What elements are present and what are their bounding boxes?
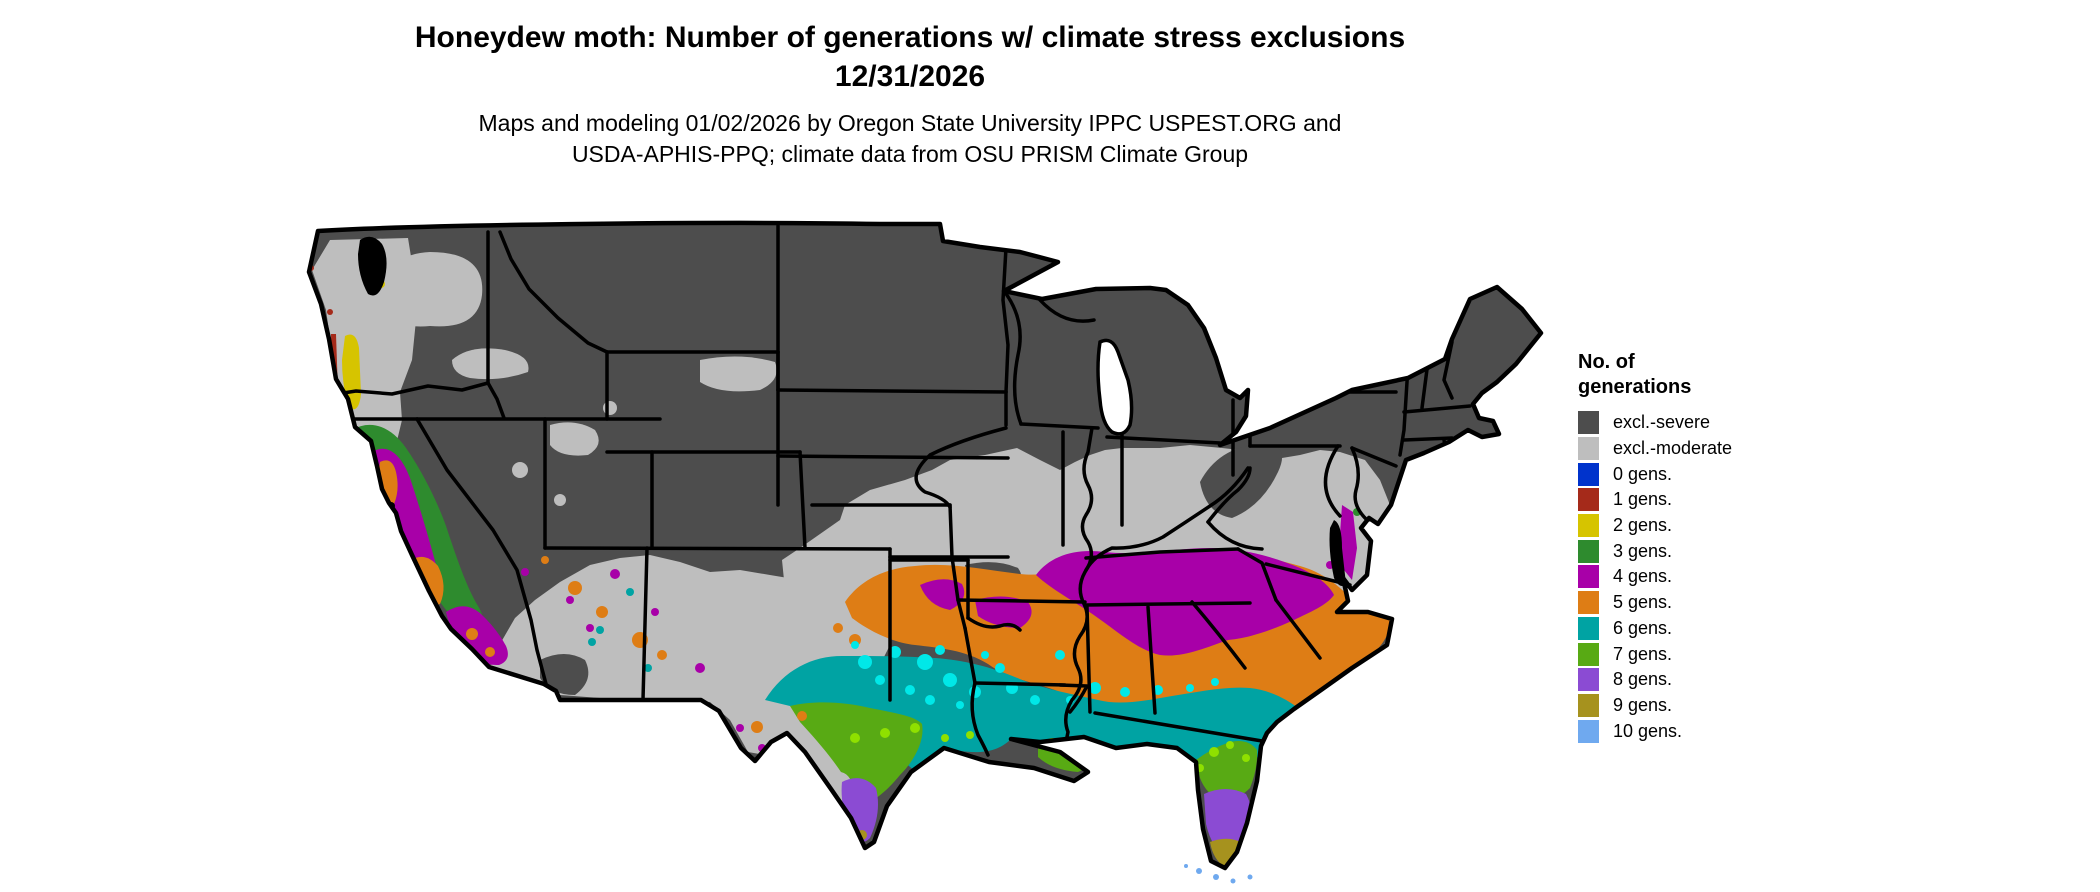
legend-label: 4 gens. [1613, 566, 1673, 587]
legend-swatch [1578, 719, 1599, 743]
legend-item: 1 gens. [1578, 487, 1818, 513]
legend-item: 0 gens. [1578, 461, 1818, 487]
legend-label: 1 gens. [1613, 489, 1673, 510]
state-borders [316, 224, 1472, 757]
legend-item: 9 gens. [1578, 693, 1818, 719]
map-layer-band-4gens [920, 548, 1334, 656]
legend-swatch [1578, 591, 1599, 615]
us-outline [306, 220, 1544, 871]
legend-item: 7 gens. [1578, 641, 1818, 667]
legend-item: excl.-moderate [1578, 436, 1818, 462]
map-layer-moderate-columbia-basin [378, 252, 483, 327]
chart-title-line2: 12/31/2026 [834, 60, 986, 93]
legend-item: 5 gens. [1578, 590, 1818, 616]
legend-item: 3 gens. [1578, 538, 1818, 564]
legend-label: 0 gens. [1613, 463, 1673, 484]
map-layer-az-speckles-teal [588, 588, 652, 672]
legend-label: 5 gens. [1613, 592, 1673, 613]
legend-label: excl.-moderate [1613, 438, 1733, 459]
legend: No. of generations excl.-severe excl.-mod… [1578, 350, 1818, 744]
legend-item: 4 gens. [1578, 564, 1818, 590]
chart-subtitle-line1: Maps and modeling 01/02/2026 by Oregon S… [478, 110, 1342, 136]
legend-label: excl.-severe [1613, 412, 1711, 433]
map-clipped-content [309, 222, 1541, 869]
legend-item: 10 gens. [1578, 718, 1818, 744]
legend-label: 10 gens. [1613, 720, 1683, 741]
legend-item: 8 gens. [1578, 667, 1818, 693]
legend-swatch [1578, 565, 1599, 589]
map-layer-band-8gens [841, 778, 1253, 858]
legend-swatch [1578, 437, 1599, 461]
map-layer-florida-keys-10gens [1184, 864, 1253, 884]
legend-swatch [1578, 693, 1599, 717]
legend-swatch [1578, 539, 1599, 563]
legend-title-line1: No. of [1578, 351, 1635, 373]
map-layer-moderate-snake-plain [452, 348, 529, 380]
lake-michigan [1096, 338, 1134, 436]
legend-items: excl.-severe excl.-moderate 0 gens. 1 gens.… [1578, 410, 1818, 744]
chart-title-line1: Honeydew moth: Number of generations w/ … [414, 21, 1406, 54]
legend-item: 2 gens. [1578, 513, 1818, 539]
legend-label: 7 gens. [1613, 643, 1673, 664]
legend-swatch [1578, 642, 1599, 666]
legend-label: 3 gens. [1613, 540, 1673, 561]
legend-item: excl.-severe [1578, 410, 1818, 436]
map-layer-delmarva-4gens [1340, 505, 1357, 580]
chart-subtitle: Maps and modeling 01/02/2026 by Oregon S… [0, 108, 1820, 170]
us-map [306, 220, 1544, 884]
legend-label: 9 gens. [1613, 694, 1673, 715]
legend-swatch [1578, 668, 1599, 692]
legend-label: 2 gens. [1613, 515, 1673, 536]
legend-swatch [1578, 411, 1599, 435]
legend-swatch [1578, 616, 1599, 640]
legend-title-line2: generations [1578, 376, 1692, 398]
map-layer-band-9gens [857, 830, 1243, 868]
legend-label: 8 gens. [1613, 669, 1673, 690]
legend-swatch [1578, 488, 1599, 512]
chart-header: Honeydew moth: Number of generations w/ … [0, 18, 1820, 170]
legend-swatch [1578, 462, 1599, 486]
legend-label: 6 gens. [1613, 617, 1673, 638]
legend-swatch [1578, 514, 1599, 538]
chart-subtitle-line2: USDA-APHIS-PPQ; climate data from OSU PR… [571, 141, 1249, 167]
map-layer-severe-se-arizona [540, 654, 589, 695]
legend-item: 6 gens. [1578, 616, 1818, 642]
